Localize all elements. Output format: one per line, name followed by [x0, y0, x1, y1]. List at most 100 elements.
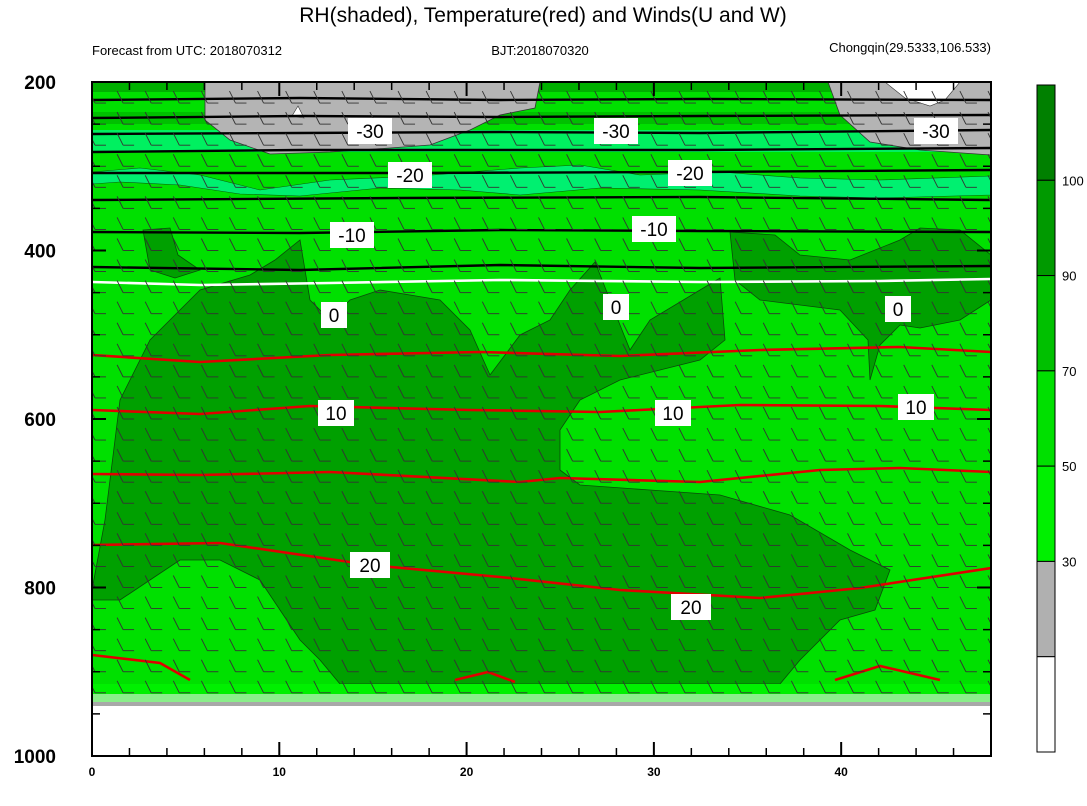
contour-label-text: -30: [356, 122, 383, 143]
wind-barb: [931, 196, 939, 209]
wind-barb: [600, 82, 601, 83]
wind-barb: [881, 82, 882, 83]
wind-barb: [790, 469, 798, 483]
wind-barb: [425, 217, 433, 230]
wind-barb: [510, 533, 517, 546]
wind-barb: [762, 533, 770, 546]
wind-barb: [847, 217, 854, 230]
wind-barb: [959, 280, 967, 293]
wind-barb: [594, 196, 602, 209]
wind-barb: [116, 90, 124, 104]
wind-barb: [706, 659, 714, 672]
wind-barb: [594, 259, 602, 272]
wind-barb: [285, 575, 293, 588]
wind-barb: [875, 512, 883, 525]
wind-barb: [453, 175, 461, 188]
contour-label-minus30-c: -30: [914, 118, 958, 144]
wind-barb: [510, 491, 517, 504]
wind-barb: [847, 427, 854, 441]
wind-barb: [538, 448, 545, 462]
wind-barb: [734, 196, 742, 209]
wind-barb: [369, 491, 377, 504]
wind-barb: [481, 469, 489, 483]
wind-barb: [790, 343, 798, 357]
wind-barb: [903, 617, 911, 630]
wind-barb: [481, 111, 489, 125]
wind-barb: [453, 154, 461, 167]
wind-barb: [538, 491, 545, 504]
wind-barb: [369, 90, 377, 104]
wind-barb: [341, 364, 349, 378]
wind-barb: [987, 406, 991, 415]
wind-barb: [931, 448, 939, 462]
wind-barb: [903, 512, 911, 525]
wind-barb: [116, 448, 124, 462]
wind-barb: [987, 554, 991, 562]
wind-barb: [172, 427, 180, 441]
wind-barb: [622, 280, 630, 293]
wind-barb: [150, 82, 152, 83]
wind-barb: [931, 280, 939, 293]
temp-line-15: [92, 466, 991, 484]
wind-barb: [92, 601, 96, 609]
wind-barb: [257, 322, 264, 335]
wind-barb: [706, 111, 714, 125]
wind-barb: [875, 322, 883, 335]
wind-barb: [566, 301, 573, 314]
wind-barb: [425, 659, 433, 672]
wind-barb: [847, 259, 854, 272]
wind-barb: [706, 533, 714, 546]
wind-barb: [453, 238, 461, 251]
wind-barb: [762, 154, 770, 167]
wind-barb: [144, 301, 152, 314]
wind-barb: [790, 322, 798, 335]
wind-barb: [453, 448, 461, 462]
wind-barb: [375, 82, 376, 83]
wind-barb: [116, 406, 124, 420]
wind-barb: [790, 196, 798, 209]
wind-barb: [172, 554, 180, 567]
contour-label-minus30-b: -30: [594, 118, 638, 144]
wind-barb: [847, 491, 854, 504]
wind-barb: [200, 448, 208, 462]
wind-barb: [229, 491, 236, 504]
wind-barb: [257, 491, 264, 504]
wind-barb: [566, 364, 573, 378]
forecast-label: Forecast from UTC: 2018070312: [92, 43, 282, 58]
wind-barb: [116, 175, 124, 188]
wind-barb: [931, 554, 939, 567]
wind-barb: [538, 469, 545, 483]
wind-barb: [762, 512, 770, 525]
wind-barb: [369, 617, 377, 630]
wind-barb: [678, 512, 686, 525]
wind-barb: [678, 469, 686, 483]
wind-barb: [847, 575, 854, 588]
wind-barb: [510, 343, 517, 357]
wind-barb: [762, 301, 770, 314]
wind-barb: [229, 132, 236, 146]
wind-barb: [313, 469, 321, 483]
wind-barb: [172, 448, 180, 462]
colorbar-swatch: [1036, 275, 1056, 372]
wind-barb: [875, 406, 883, 420]
contour-label-10-a: 10: [318, 400, 354, 426]
wind-barb: [628, 82, 629, 83]
wind-barb: [847, 448, 854, 462]
wind-barb: [257, 512, 264, 525]
wind-barb: [566, 469, 573, 483]
wind-barb: [229, 427, 236, 441]
wind-barb: [875, 343, 883, 357]
wind-barb: [903, 364, 911, 378]
wind-barb: [397, 491, 405, 504]
wind-barb: [369, 154, 377, 167]
wind-barb: [790, 533, 798, 546]
wind-barb: [543, 82, 545, 83]
wind-barb: [341, 154, 349, 167]
wind-barb: [594, 596, 602, 609]
wind-barb: [706, 406, 714, 420]
wind-barb: [453, 617, 461, 630]
wind-barb: [172, 343, 180, 357]
wind-barb: [92, 538, 96, 546]
wind-barb: [285, 406, 293, 420]
wind-barb: [144, 617, 152, 630]
